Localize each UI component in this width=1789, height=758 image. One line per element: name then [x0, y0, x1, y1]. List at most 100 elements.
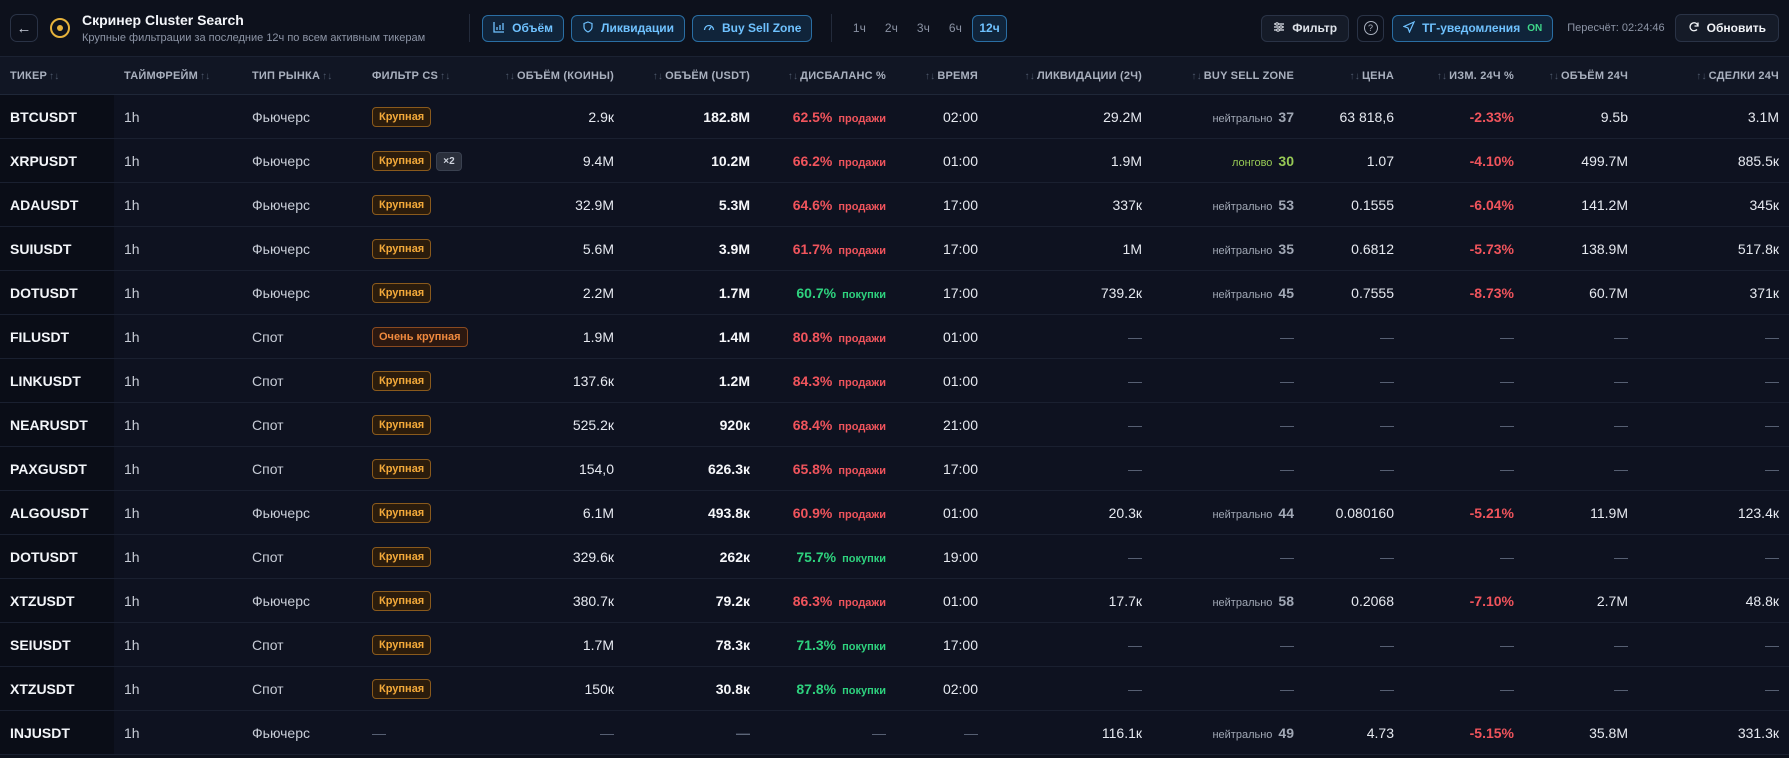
- col-header-timeframe[interactable]: ТАЙМФРЕЙМ ↑↓: [114, 57, 242, 95]
- col-header-zone[interactable]: ↑↓ BUY SELL ZONE: [1152, 57, 1304, 95]
- empty-dash: —: [872, 724, 886, 741]
- table-row[interactable]: PAXGUSDT 1h Спот Крупная 154,0 626.3к 65.8% про…: [0, 446, 1789, 491]
- mode-volume-button[interactable]: Объём: [482, 14, 565, 42]
- cell-liquidations: 1.9M: [988, 138, 1152, 183]
- cell-change-24h: -8.73%: [1404, 270, 1524, 315]
- back-button[interactable]: ←: [10, 14, 38, 42]
- cell-filter: Крупная: [362, 446, 480, 491]
- cell-vol-coins: 9.4M: [480, 138, 624, 183]
- cell-vol-24h: 138.9M: [1524, 226, 1638, 271]
- question-icon: ?: [1363, 21, 1378, 35]
- sort-icon: ↑↓: [199, 70, 211, 82]
- timeframe-1h-button[interactable]: 1ч: [852, 21, 866, 35]
- cell-filter: Крупная: [362, 622, 480, 667]
- cell-ticker[interactable]: XRPUSDT: [0, 138, 114, 183]
- cell-ticker[interactable]: ALGOUSDT: [0, 490, 114, 535]
- table-row[interactable]: BTCUSDT 1h Фьючерс Крупная 2.9к 182.8M 62.5% пр…: [0, 94, 1789, 139]
- table-row[interactable]: LINKUSDT 1h Спот Крупная 137.6к 1.2M 84.3% прод…: [0, 358, 1789, 403]
- cell-vol-coins: 154,0: [480, 446, 624, 491]
- table-row[interactable]: DOTUSDT 1h Спот Крупная 329.6к 262к 75.7% покуп…: [0, 534, 1789, 579]
- refresh-button[interactable]: Обновить: [1674, 14, 1779, 42]
- cell-timeframe: 1h: [114, 314, 242, 359]
- col-header-vol-coins[interactable]: ↑↓ ОБЪЁМ (КОИНЫ): [480, 57, 624, 95]
- cell-ticker[interactable]: NEARUSDT: [0, 402, 114, 447]
- empty-dash: —: [1500, 636, 1514, 653]
- cell-ticker[interactable]: DOTUSDT: [0, 534, 114, 579]
- change-value: -8.73%: [1469, 284, 1514, 301]
- empty-dash: —: [1128, 680, 1142, 697]
- cell-ticker[interactable]: XTZUSDT: [0, 666, 114, 711]
- change-value: -7.10%: [1469, 592, 1514, 609]
- empty-dash: —: [1614, 636, 1628, 653]
- refresh-icon: [1688, 21, 1700, 36]
- cell-liquidations: 20.3к: [988, 490, 1152, 535]
- cell-change-24h: —: [1404, 622, 1524, 667]
- cell-price: 0.7555: [1304, 270, 1404, 315]
- cell-vol-24h: —: [1524, 622, 1638, 667]
- top-bar: ← Скринер Cluster Search Крупные фильтра…: [0, 0, 1789, 57]
- table-row[interactable]: DOTUSDT 1h Фьючерс Крупная 2.2M 1.7M 60.7% поку…: [0, 270, 1789, 315]
- col-header-deals24[interactable]: ↑↓ СДЕЛКИ 24Ч: [1638, 57, 1789, 95]
- imbalance-side: продажи: [838, 420, 886, 433]
- timeframe-3h-button[interactable]: 3ч: [916, 21, 930, 35]
- col-header-change[interactable]: ↑↓ ИЗМ. 24Ч %: [1404, 57, 1524, 95]
- filter-tag: Крупная: [372, 194, 432, 215]
- empty-dash: —: [1765, 680, 1779, 697]
- table-row[interactable]: INJUSDT 1h Фьючерс — — — — — 116.1к нейтрально 49 4…: [0, 710, 1789, 755]
- col-header-price[interactable]: ↑↓ ЦЕНА: [1304, 57, 1404, 95]
- table-row[interactable]: SEIUSDT 1h Спот Крупная 1.7M 78.3к 71.3% покупк…: [0, 622, 1789, 667]
- cell-imbalance: 62.5% продажи: [760, 94, 896, 139]
- timeframe-12h-button[interactable]: 12ч: [972, 14, 1007, 42]
- cell-ticker[interactable]: DOTUSDT: [0, 270, 114, 315]
- cell-vol-coins: 5.6M: [480, 226, 624, 271]
- zone-label: нейтрально: [1212, 596, 1273, 609]
- cell-ticker[interactable]: LINKUSDT: [0, 358, 114, 403]
- empty-dash: —: [1128, 328, 1142, 345]
- cell-liquidations: 116.1к: [988, 710, 1152, 755]
- help-button[interactable]: ?: [1357, 14, 1385, 42]
- cell-ticker[interactable]: ADAUSDT: [0, 182, 114, 227]
- cell-deals-24h: —: [1638, 622, 1789, 667]
- col-header-ticker[interactable]: ТИКЕР ↑↓: [0, 57, 114, 95]
- col-header-vol-usdt[interactable]: ↑↓ ОБЪЁМ (USDT): [624, 57, 760, 95]
- sort-icon: ↑↓: [652, 70, 664, 82]
- table-row[interactable]: SUIUSDT 1h Фьючерс Крупная 5.6M 3.9M 61.7% прод…: [0, 226, 1789, 271]
- cell-ticker[interactable]: SUIUSDT: [0, 226, 114, 271]
- col-header-filter[interactable]: ФИЛЬТР CS ↑↓: [362, 57, 480, 95]
- divider: [831, 14, 833, 42]
- cell-ticker[interactable]: PAXGUSDT: [0, 446, 114, 491]
- cell-ticker[interactable]: FILUSDT: [0, 314, 114, 359]
- filter-button[interactable]: Фильтр: [1261, 14, 1350, 42]
- table-row[interactable]: FILUSDT 1h Спот Очень крупная 1.9M 1.4M 80.8% п…: [0, 314, 1789, 359]
- table-row[interactable]: XRPUSDT 1h Фьючерс Крупная ×2 9.4M 10.2M 66.2% п…: [0, 138, 1789, 183]
- cell-ticker[interactable]: SEIUSDT: [0, 622, 114, 667]
- tg-notifications-button[interactable]: ТГ-уведомления ON: [1392, 14, 1554, 42]
- cell-ticker[interactable]: INJUSDT: [0, 710, 114, 755]
- mode-buy-sell-zone-button[interactable]: Buy Sell Zone: [692, 14, 813, 42]
- col-header-vol24[interactable]: ↑↓ ОБЪЁМ 24Ч: [1524, 57, 1638, 95]
- app-logo-icon: [50, 18, 70, 38]
- col-header-imbalance[interactable]: ↑↓ ДИСБАЛАНС %: [760, 57, 896, 95]
- timeframe-6h-button[interactable]: 6ч: [948, 21, 962, 35]
- cell-ticker[interactable]: XTZUSDT: [0, 578, 114, 623]
- filter-label: Фильтр: [1292, 21, 1338, 35]
- cell-change-24h: —: [1404, 402, 1524, 447]
- table-row[interactable]: ALGOUSDT 1h Фьючерс Крупная 6.1M 493.8к 60.9% п…: [0, 490, 1789, 535]
- timeframe-2h-button[interactable]: 2ч: [884, 21, 898, 35]
- table-row[interactable]: NEARUSDT 1h Спот Крупная 525.2к 920к 68.4% прод…: [0, 402, 1789, 447]
- col-header-time[interactable]: ↑↓ ВРЕМЯ: [896, 57, 988, 95]
- cell-vol-usdt: 10.2M: [624, 138, 760, 183]
- imbalance-percent: 65.8%: [792, 460, 833, 477]
- table-row[interactable]: ADAUSDT 1h Фьючерс Крупная 32.9M 5.3M 64.6% про…: [0, 182, 1789, 227]
- cell-ticker[interactable]: BTCUSDT: [0, 94, 114, 139]
- cell-vol-usdt: 626.3к: [624, 446, 760, 491]
- table-row[interactable]: XTZUSDT 1h Спот Крупная 150к 30.8к 87.8% покупк…: [0, 666, 1789, 711]
- tg-notifications-label: ТГ-уведомления: [1422, 21, 1521, 35]
- cell-timeframe: 1h: [114, 710, 242, 755]
- cell-vol-usdt: 1.2M: [624, 358, 760, 403]
- col-header-liq[interactable]: ↑↓ ЛИКВИДАЦИИ (2Ч): [988, 57, 1152, 95]
- table-row[interactable]: XTZUSDT 1h Фьючерс Крупная 380.7к 79.2к 86.3% п…: [0, 578, 1789, 623]
- col-header-market[interactable]: ТИП РЫНКА ↑↓: [242, 57, 362, 95]
- cell-imbalance: 71.3% покупки: [760, 622, 896, 667]
- mode-liquidations-button[interactable]: Ликвидации: [571, 14, 686, 42]
